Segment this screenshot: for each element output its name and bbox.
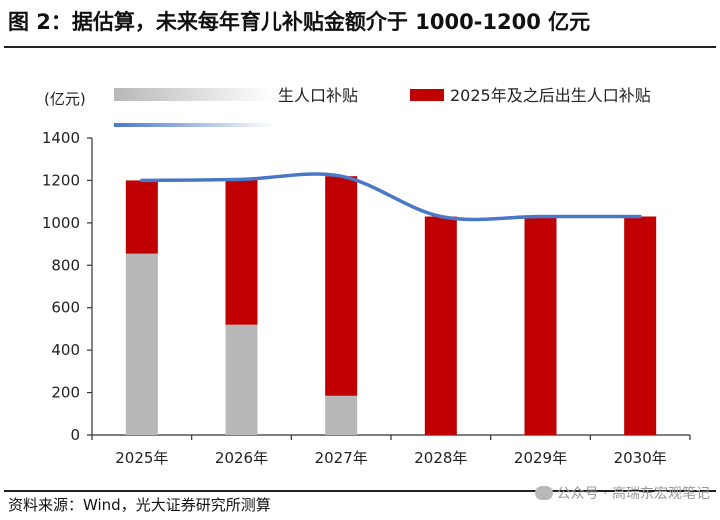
y-tick-label: 800 <box>51 256 80 274</box>
x-tick-label: 2025年 <box>115 449 168 467</box>
wechat-icon <box>534 486 553 500</box>
y-tick-label: 0 <box>70 426 80 444</box>
watermark-text: 公众号 · 高瑞东宏观笔记 <box>556 486 710 502</box>
source-rule <box>4 490 716 492</box>
y-tick-label: 600 <box>51 299 80 317</box>
bar-red-segment <box>125 180 158 254</box>
x-tick-label: 2026年 <box>215 449 268 467</box>
chart-title: 图 2：据估算，未来每年育儿补贴金额介于 1000-1200 亿元 <box>8 10 591 34</box>
bar-gray-segment <box>325 395 358 435</box>
y-tick-label: 400 <box>51 341 80 359</box>
x-tick-label: 2028年 <box>414 449 467 467</box>
bar-red-segment <box>325 176 358 396</box>
x-tick-label: 2030年 <box>614 449 667 467</box>
y-tick-label: 1400 <box>42 129 80 147</box>
y-axis-unit: (亿元) <box>44 90 86 108</box>
y-tick-label: 1200 <box>42 171 80 189</box>
bar-gray-segment <box>125 253 158 435</box>
bar-gray-segment <box>225 324 258 435</box>
bar-red-segment <box>225 179 258 325</box>
watermark: 公众号 · 高瑞东宏观笔记 <box>534 483 710 503</box>
x-tick-label: 2029年 <box>514 449 567 467</box>
bar-red-segment <box>424 216 457 435</box>
x-tick-label: 2027年 <box>315 449 368 467</box>
legend-swatch-red <box>410 89 444 101</box>
legend-swatch-gray <box>114 88 274 101</box>
y-tick-label: 1000 <box>42 214 80 232</box>
y-tick-label: 200 <box>51 384 80 402</box>
legend-swatch-line <box>114 123 274 127</box>
bar-red-segment <box>524 216 557 435</box>
title-rule <box>4 46 716 48</box>
total-line <box>140 172 642 222</box>
legend-label-gray: 生人口补贴 <box>278 86 358 105</box>
source-note: 资料来源：Wind，光大证券研究所测算 <box>8 496 271 514</box>
legend-label-red: 2025年及之后出生人口补贴 <box>450 86 651 105</box>
bar-red-segment <box>624 216 657 435</box>
